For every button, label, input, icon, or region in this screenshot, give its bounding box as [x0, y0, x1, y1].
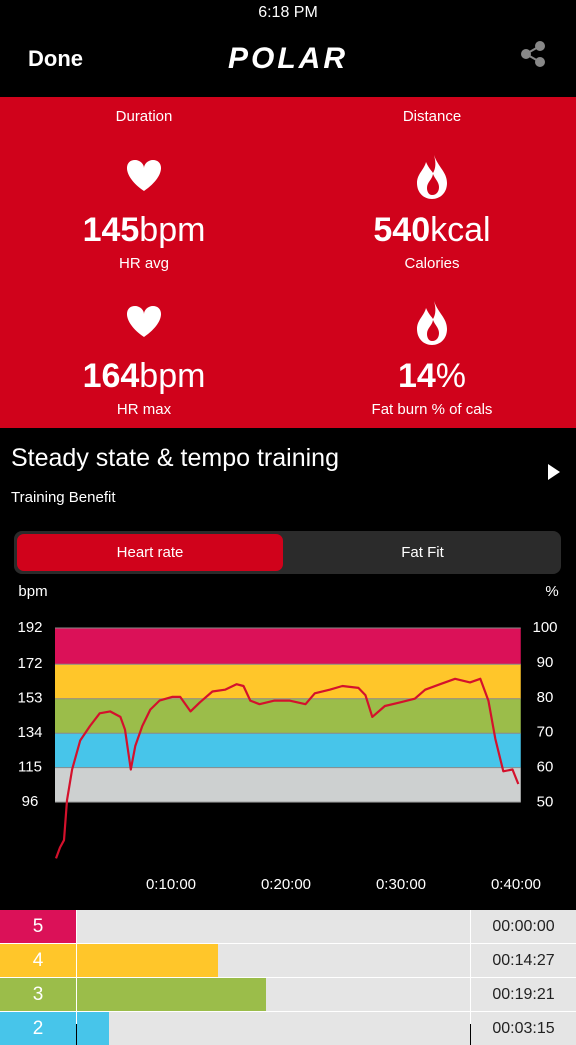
training-subtitle: Training Benefit: [11, 489, 116, 506]
y2-tick-label: 50: [537, 794, 554, 811]
zone-duration: 00:19:21: [471, 978, 576, 1011]
stat-label: Calories: [404, 255, 460, 272]
y2-tick-label: 80: [537, 689, 554, 706]
icon-shape: [417, 301, 447, 345]
zone-row: 5 00:00:00: [0, 910, 576, 943]
zone-bar: [77, 1012, 109, 1045]
stat-unit: bpm: [139, 211, 206, 249]
training-title: Steady state & tempo training: [11, 444, 339, 472]
zone-duration: 00:03:15: [471, 1012, 576, 1045]
zone-row: 2 00:03:15: [0, 1012, 576, 1045]
zone-bar: [77, 978, 266, 1011]
stat-unit: %: [435, 357, 467, 395]
zone-bar: [77, 944, 218, 977]
zone-band: [55, 664, 521, 699]
zone-label: 3: [0, 978, 76, 1011]
y-tick-label: 153: [17, 690, 42, 707]
stat-label: Distance: [402, 108, 462, 125]
share-button[interactable]: [518, 40, 548, 68]
stat-number: 145: [82, 211, 140, 249]
icon-shape: [417, 155, 447, 199]
zone-label: 4: [0, 944, 76, 977]
stat-label: HR max: [116, 401, 172, 418]
zone-duration: 00:14:27: [471, 944, 576, 977]
stat-label: HR avg: [118, 255, 170, 272]
y-tick-label: 172: [17, 655, 42, 672]
stat-value: 14%: [288, 357, 576, 396]
stat-icon: [417, 301, 447, 345]
x-tick-label: 0:10:00: [146, 876, 196, 893]
y-axis-label: bpm: [18, 583, 47, 600]
hr-chart: bpm % 96 115 134 153 172 192 50 60 70 80 90 100 0:10…: [17, 583, 558, 893]
y2-tick-label: 70: [537, 724, 554, 741]
done-button[interactable]: Done: [28, 46, 83, 71]
zone-label: 2: [0, 1012, 76, 1045]
zone-label: 5: [0, 910, 76, 943]
zone-row: 3 00:19:21: [0, 978, 576, 1011]
zone-track: [77, 910, 470, 943]
zone-row: 4 00:14:27: [0, 944, 576, 977]
stat-value: 145bpm: [0, 211, 288, 250]
stat-number: 540: [373, 211, 431, 249]
stat-value: 164bpm: [0, 357, 288, 396]
zone-table: 5 00:00:00 4 00:14:27 3 00:19:21 2 00:03:15: [0, 910, 576, 1045]
y-tick-label: 134: [17, 724, 42, 741]
stat-unit: kcal: [430, 211, 491, 249]
zone-duration: 00:00:00: [471, 910, 576, 943]
y2-tick-label: 100: [532, 619, 557, 636]
x-tick-label: 0:40:00: [491, 876, 541, 893]
icon-shape: [126, 306, 162, 337]
x-tick-label: 0:30:00: [376, 876, 426, 893]
stat-icon: [126, 160, 162, 191]
x-tick-label: 0:20:00: [261, 876, 311, 893]
y2-axis-label: %: [545, 583, 558, 600]
y-tick-label: 96: [22, 793, 39, 810]
screen: 6:18 PM Done POLAR Duration Distance 145…: [0, 4, 576, 1045]
stat-number: 14: [397, 357, 436, 395]
zone-band: [55, 733, 521, 768]
tab[interactable]: Heart rate: [17, 534, 283, 571]
stat-unit: bpm: [139, 357, 206, 395]
zone-band: [55, 628, 521, 665]
y2-tick-label: 90: [537, 654, 554, 671]
tab[interactable]: Fat Fit: [401, 544, 444, 561]
status-time: 6:18 PM: [258, 4, 318, 21]
y-tick-label: 192: [17, 619, 42, 636]
y2-tick-label: 60: [537, 759, 554, 776]
logo: POLAR: [228, 42, 348, 75]
zone-track: [77, 1012, 470, 1045]
expand-arrow[interactable]: [546, 462, 562, 482]
stat-label: Fat burn % of cals: [371, 401, 493, 418]
stat-icon: [417, 155, 447, 199]
stat-value: 540kcal: [288, 211, 576, 250]
zone-band: [55, 767, 521, 803]
stat-icon: [126, 306, 162, 337]
icon-shape: [126, 160, 162, 191]
zone-band: [55, 698, 521, 734]
y-tick-label: 115: [18, 759, 42, 776]
hr-line: [54, 677, 520, 859]
stat-label: Duration: [115, 108, 173, 125]
stat-number: 164: [82, 357, 140, 395]
summary-panel: Duration Distance 145bpm HR avg 540kcal Cal…: [0, 97, 576, 428]
share-icon: [521, 41, 545, 67]
